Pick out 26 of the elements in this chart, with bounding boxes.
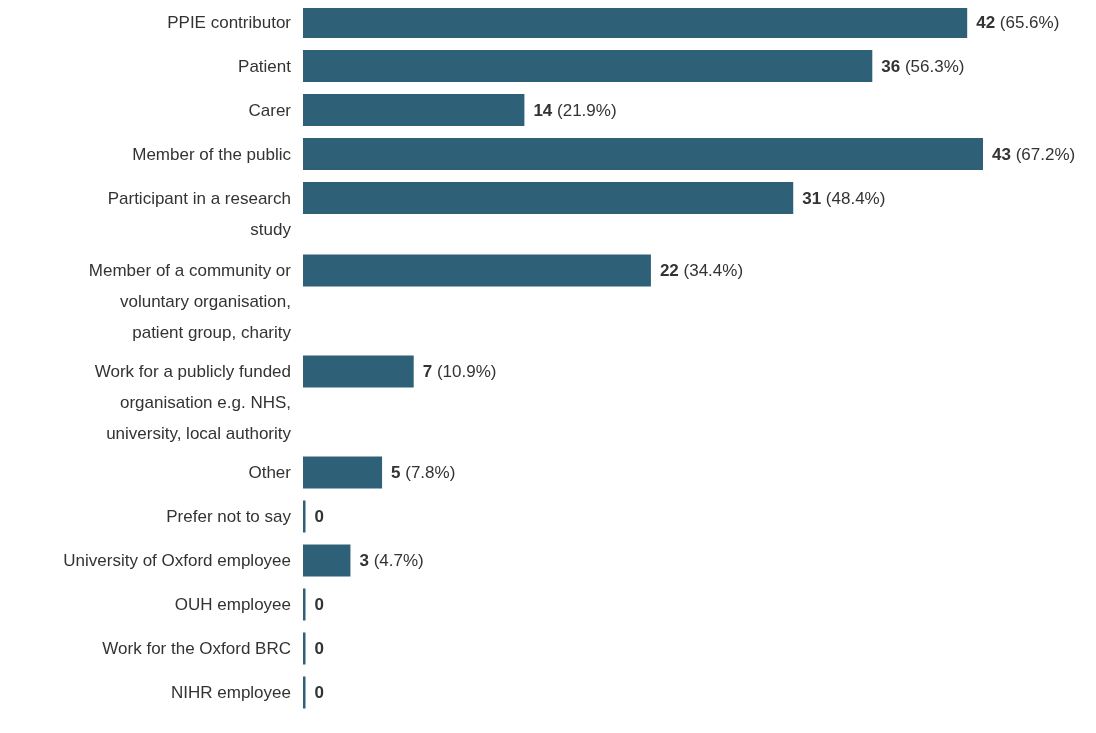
data-label: 42 (65.6%) [976,12,1060,32]
y-tick-label: Other [248,463,292,483]
data-label: 7 (10.9%) [422,362,497,382]
y-tick-label: OUH employee [174,595,291,615]
y-tick-label: Work for a publicly funded organisation e.g. NHS, university, local authority [94,362,292,444]
data-label: 31 (48.4%) [802,188,886,208]
y-tick-label: PPIE contributor [167,12,292,32]
y-tick-label: Participant in a research study [107,188,292,239]
data-label: 43 (67.2%) [992,144,1076,164]
y-tick-label: Prefer not to say [166,507,292,527]
y-tick-label: Work for the Oxford BRC [102,639,291,659]
data-label: 22 (34.4%) [659,261,744,281]
y-tick-label: Member of the public [132,144,292,164]
y-tick-label: Carer [248,100,292,120]
data-label: 0 [314,639,324,659]
data-label: 14 (21.9%) [533,100,617,120]
data-label: 36 (56.3%) [881,56,965,76]
y-tick-label: University of Oxford employee [63,551,291,571]
y-tick-label: Patient [238,56,292,76]
y-tick-label: Member of a community or voluntary organisation, patient group, charity [88,261,292,343]
y-tick-label: NIHR employee [171,683,291,703]
data-label: 0 [314,595,324,615]
data-label: 3 (4.7%) [359,551,424,571]
data-label: 5 (7.8%) [391,463,456,483]
data-label: 0 [314,507,324,527]
data-label: 0 [314,683,324,703]
